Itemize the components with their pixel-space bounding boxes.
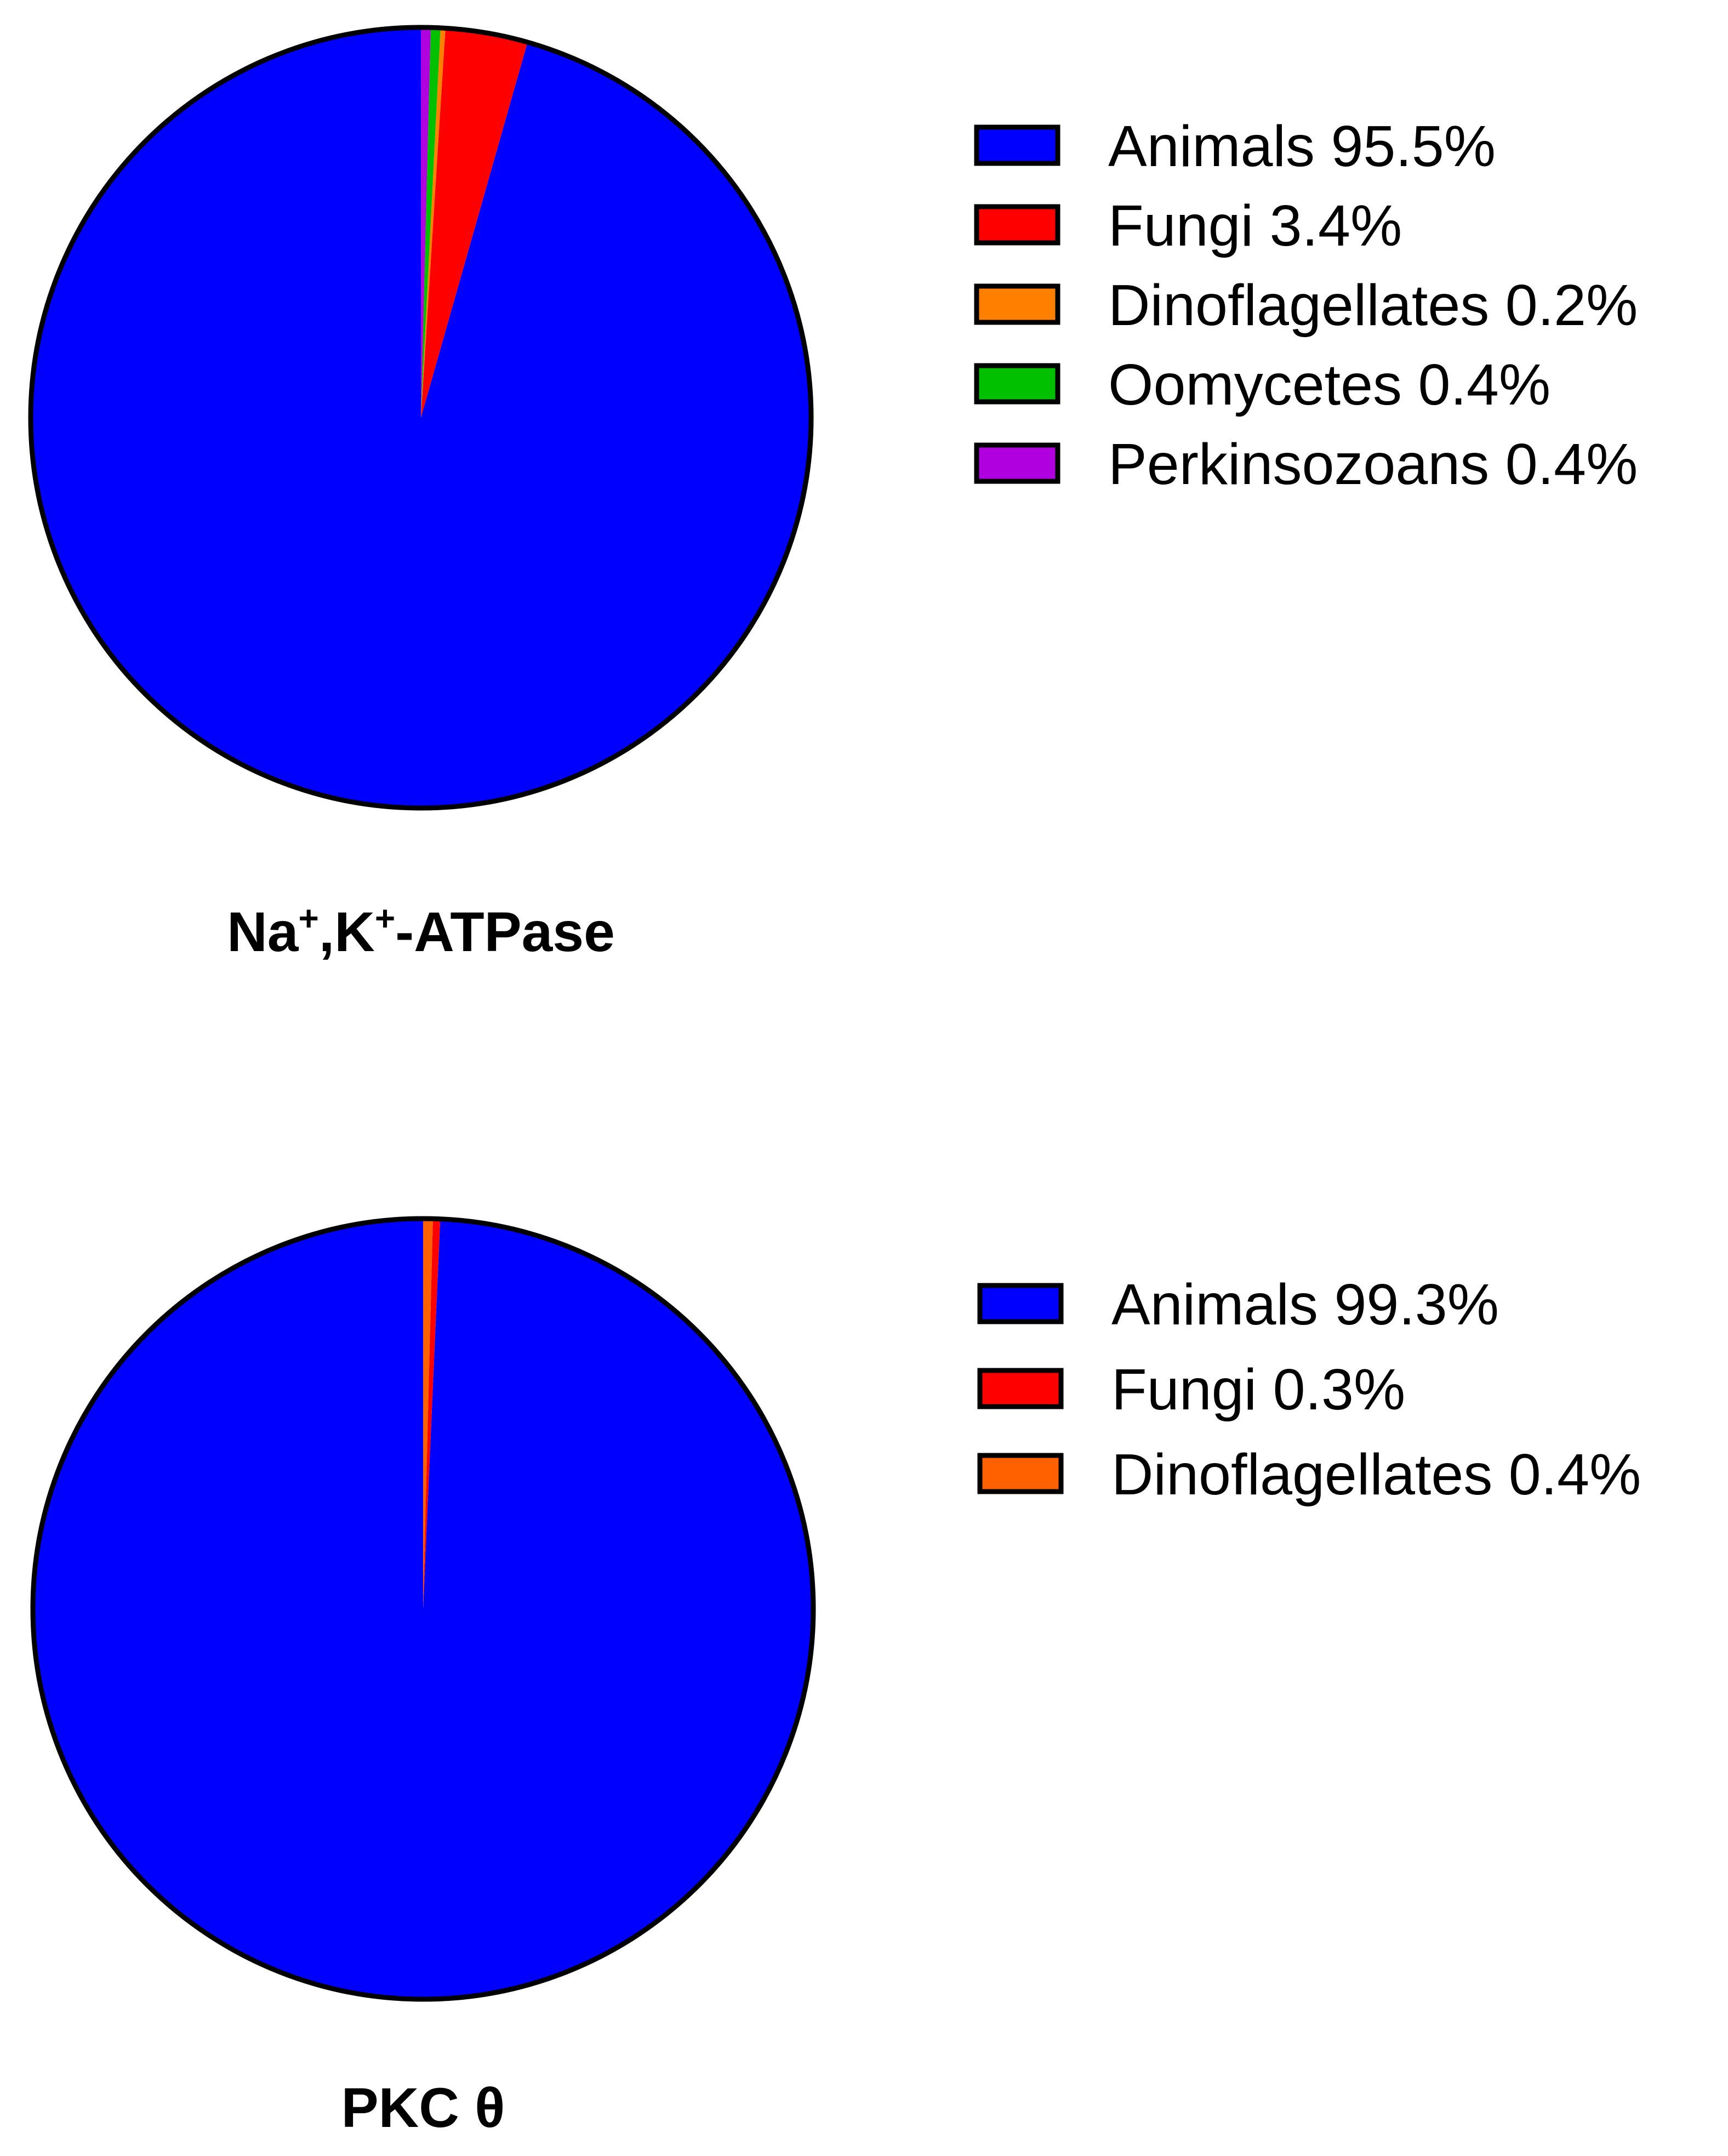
pie-slice-dinoflagellates bbox=[421, 27, 446, 418]
pie-slice-fungi bbox=[423, 1219, 441, 1609]
pie-slice-fungi bbox=[421, 28, 528, 418]
legend-swatch-dinoflagellates bbox=[977, 1453, 1064, 1494]
pie-slice-animals bbox=[33, 1219, 814, 1999]
legend-swatch-perkinsozoans bbox=[974, 442, 1060, 484]
legend-swatch-dinoflagellates bbox=[974, 283, 1060, 325]
legend-swatch-animals bbox=[974, 124, 1060, 166]
pie-chart-pkc-theta: Animals 99.3% Fungi 0.3% Dinoflagellates 0… bbox=[30, 1216, 1641, 2139]
legend-swatch-fungi bbox=[977, 1368, 1064, 1409]
legend-label-dinoflagellates: Dinoflagellates 0.4% bbox=[1111, 1442, 1641, 1507]
pie-outline bbox=[30, 1216, 816, 2002]
chart-title: Na+,K+-ATPase bbox=[227, 898, 615, 963]
legend-label-perkinsozoans: Perkinsozoans 0.4% bbox=[1108, 432, 1638, 497]
legend-label-dinoflagellates: Dinoflagellates 0.2% bbox=[1108, 273, 1638, 338]
legend-label-fungi: Fungi 3.4% bbox=[1108, 194, 1402, 258]
pie-outline bbox=[28, 25, 814, 811]
pie-slice-perkinsozoans bbox=[421, 27, 431, 418]
legend-swatch-animals bbox=[977, 1283, 1064, 1324]
legend-label-animals: Animals 99.3% bbox=[1111, 1272, 1499, 1337]
legend-swatch-fungi bbox=[974, 204, 1060, 246]
legend-label-oomycetes: Oomycetes 0.4% bbox=[1108, 352, 1550, 417]
legend-label-fungi: Fungi 0.3% bbox=[1111, 1357, 1405, 1422]
legend-label-animals: Animals 95.5% bbox=[1108, 114, 1496, 179]
pie-slice-dinoflagellates bbox=[423, 1219, 433, 1609]
pie-chart-na-k-atpase: Animals 95.5% Fungi 3.4% Dinoflagellates 0… bbox=[28, 25, 1638, 963]
pie-slice-oomycetes bbox=[421, 27, 441, 418]
legend-swatch-oomycetes bbox=[974, 363, 1060, 405]
chart-title: PKC θ bbox=[341, 2077, 505, 2139]
